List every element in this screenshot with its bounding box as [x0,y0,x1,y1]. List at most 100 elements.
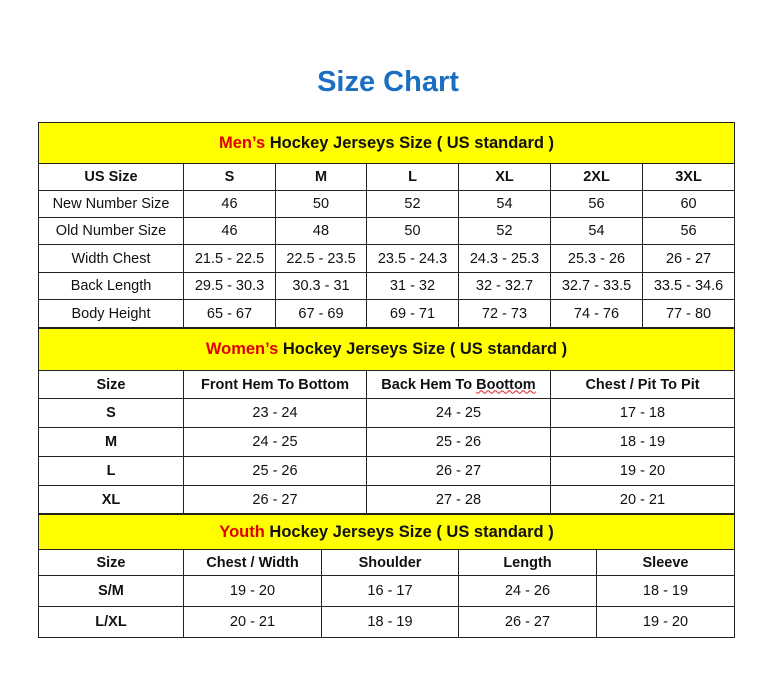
table-cell: 60 [641,190,736,218]
column-header: S [183,163,276,191]
youth-size-table: Youth Hockey Jerseys Size ( US standard … [37,514,736,638]
column-header: 2XL [550,163,643,191]
table-cell: 77 - 80 [641,299,736,328]
column-header-label: Sleeve [642,554,689,571]
table-cell: 46 [183,217,276,245]
table-cell: 22.5 - 23.5 [275,244,367,273]
table-cell: 32 - 32.7 [458,272,551,300]
column-header-label: Length [503,554,552,571]
column-header-label: Chest / Width [206,554,299,571]
table-cell: 31 - 32 [366,272,459,300]
women-section-header-row: Women’s Hockey Jerseys Size ( US standar… [37,328,736,371]
row-label: Back Length [38,272,184,300]
table-row: Back Length 29.5 - 30.3 30.3 - 31 31 - 32 32… [38,272,736,300]
table-cell: 24 - 26 [458,575,597,607]
column-header-label: Shoulder [358,554,422,571]
women-heading: Hockey Jerseys Size ( US standard ) [278,340,568,358]
table-row: Body Height 65 - 67 67 - 69 69 - 71 72 - 73 7… [38,299,736,328]
column-header-label: L [408,169,417,185]
column-header-label: 2XL [583,169,610,185]
youth-section-header: Youth Hockey Jerseys Size ( US standard … [37,514,736,550]
youth-heading: Hockey Jerseys Size ( US standard ) [264,522,554,541]
table-cell: 67 - 69 [275,299,367,328]
table-cell: 20 - 21 [183,606,322,638]
men-section-header-row: Men’s Hockey Jerseys Size ( US standard … [37,122,736,164]
row-label: Width Chest [38,244,184,273]
table-cell: 29.5 - 30.3 [183,272,276,300]
row-label: Old Number Size [38,217,184,245]
row-label: L [38,456,184,486]
table-cell: 56 [641,217,736,245]
column-header: Front Hem To Bottom [183,370,367,399]
table-cell: 21.5 - 22.5 [183,244,276,273]
table-cell: 69 - 71 [366,299,459,328]
size-chart: Men’s Hockey Jerseys Size ( US standard … [37,122,736,638]
table-cell: 18 - 19 [549,427,736,457]
table-row: M 24 - 25 25 - 26 18 - 19 [38,427,736,457]
table-cell: 74 - 76 [550,299,643,328]
table-cell: 52 [458,217,551,245]
table-cell: 25.3 - 26 [550,244,643,273]
table-cell: 33.5 - 34.6 [641,272,736,300]
column-header: M [275,163,367,191]
page-title: Size Chart [317,66,459,98]
column-header: 3XL [641,163,736,191]
table-row: Old Number Size 46 48 50 52 54 56 [38,217,736,245]
column-header-label: M [314,169,328,185]
table-row: Width Chest 21.5 - 22.5 22.5 - 23.5 23.5 - … [38,244,736,273]
table-cell: 19 - 20 [549,456,736,486]
column-header: Chest / Pit To Pit [549,370,736,399]
table-row: L 25 - 26 26 - 27 19 - 20 [38,456,736,486]
women-label: Women’s [205,340,279,358]
table-cell: 50 [275,190,367,218]
table-row: S/M 19 - 20 16 - 17 24 - 26 18 - 19 [38,575,736,607]
column-header-label: S [224,169,235,185]
row-label: L/XL [38,606,184,638]
table-cell: 23.5 - 24.3 [366,244,459,273]
table-cell: 54 [458,190,551,218]
table-cell: 24 - 25 [366,398,551,428]
men-section-header: Men’s Hockey Jerseys Size ( US standard … [37,122,736,164]
table-cell: 19 - 20 [595,606,736,638]
table-cell: 24 - 25 [183,427,367,457]
table-cell: 72 - 73 [458,299,551,328]
youth-label: Youth [219,522,265,541]
column-header-label: Chest / Pit To Pit [585,376,700,393]
women-section-header: Women’s Hockey Jerseys Size ( US standar… [37,328,736,371]
men-column-header-row: US Size S M L XL 2XL 3XL [38,163,736,191]
table-row: S 23 - 24 24 - 25 17 - 18 [38,398,736,428]
table-cell: 25 - 26 [366,427,551,457]
women-size-table: Women’s Hockey Jerseys Size ( US standar… [37,328,736,514]
row-label: XL [38,485,184,514]
row-label: S/M [38,575,184,607]
table-cell: 27 - 28 [366,485,551,514]
table-cell: 18 - 19 [595,575,736,607]
table-row: New Number Size 46 50 52 54 56 60 [38,190,736,218]
table-row: XL 26 - 27 27 - 28 20 - 21 [38,485,736,514]
table-cell: 24.3 - 25.3 [458,244,551,273]
table-cell: 23 - 24 [183,398,367,428]
column-header-label: 3XL [675,169,702,185]
women-column-header-row: Size Front Hem To Bottom Back Hem To Boott… [38,370,736,399]
column-header: US Size [38,163,184,191]
table-cell: 26 - 27 [641,244,736,273]
column-header-label: US Size [84,169,138,185]
row-label: M [38,427,184,457]
table-cell: 48 [275,217,367,245]
column-header: Sleeve [595,549,736,576]
youth-column-header-row: Size Chest / Width Shoulder Length Sleeve [38,549,736,576]
youth-section-header-row: Youth Hockey Jerseys Size ( US standard … [37,514,736,550]
table-cell: 32.7 - 33.5 [550,272,643,300]
table-cell: 26 - 27 [366,456,551,486]
column-header: L [366,163,459,191]
column-header: Length [458,549,597,576]
column-header: Size [38,549,184,576]
table-cell: 18 - 19 [321,606,459,638]
column-header: Chest / Width [183,549,322,576]
table-cell: 54 [550,217,643,245]
table-cell: 46 [183,190,276,218]
table-cell: 19 - 20 [183,575,322,607]
column-header-label: Size [96,376,126,393]
table-cell: 26 - 27 [183,485,367,514]
table-cell: 52 [366,190,459,218]
